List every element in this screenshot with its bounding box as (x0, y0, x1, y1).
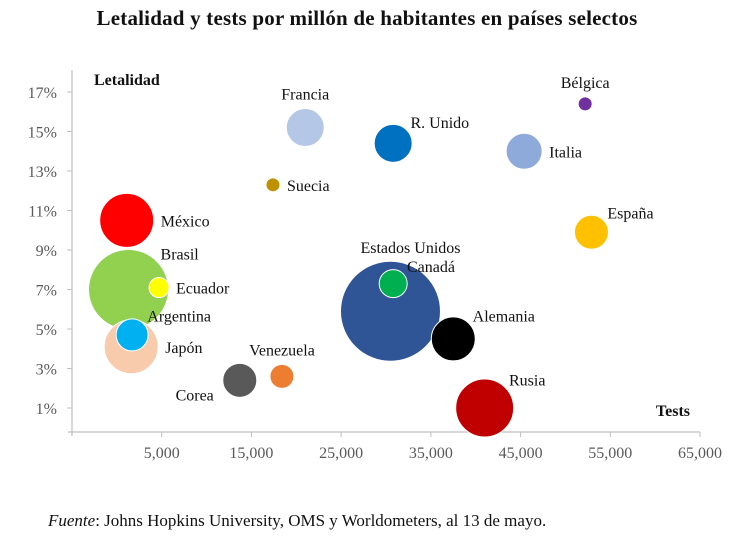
label-espana: España (607, 205, 653, 222)
label-canada: Canadá (407, 259, 455, 276)
label-argentina: Argentina (147, 309, 211, 326)
label-alemania: Alemania (473, 308, 535, 325)
label-venezuela: Venezuela (249, 342, 315, 359)
bubble-ecuador (148, 277, 170, 299)
x-tick-label: 55,000 (588, 445, 632, 462)
bubble-r-unido (373, 123, 413, 163)
y-tick-label: 17% (28, 85, 57, 102)
bubble-francia (285, 108, 325, 148)
bubble-belgica (577, 96, 593, 112)
label-italia: Italia (549, 144, 582, 161)
source-prefix: Fuente (48, 511, 96, 530)
label-japon: Japón (165, 340, 202, 357)
bubble-estados-unidos (339, 260, 441, 362)
label-mexico: México (161, 213, 210, 230)
axes-layer: 1% 3% 5% 7% 9% 11% 13% 15% 17% 5,000 15,000 25,000 3… (28, 70, 722, 462)
point-label-layer: Francia R. Unido Bélgica Italia Suecia México… (147, 75, 653, 405)
chart-title: Letalidad y tests por millón de habitant… (96, 6, 638, 30)
label-rusia: Rusia (509, 373, 545, 390)
y-tick-label: 7% (36, 283, 57, 300)
y-tick-label: 13% (28, 164, 57, 181)
y-axis-title: Letalidad (94, 72, 160, 89)
x-tick-label: 35,000 (409, 445, 453, 462)
x-tick-label: 15,000 (229, 445, 273, 462)
x-axis-title: Tests (656, 403, 690, 420)
label-corea: Corea (176, 387, 214, 404)
label-francia: Francia (281, 87, 329, 104)
x-tick-label: 45,000 (499, 445, 543, 462)
bubble-alemania (430, 316, 476, 362)
y-tick-label: 3% (36, 362, 57, 379)
source-note: Fuente: Johns Hopkins University, OMS y … (48, 511, 546, 531)
bubble-mexico (99, 192, 155, 248)
bubble-layer (88, 96, 609, 438)
source-text: : Johns Hopkins University, OMS y Worldo… (95, 511, 547, 530)
bubble-canada (378, 269, 408, 299)
label-estados-unidos: Estados Unidos (360, 240, 460, 257)
x-tick-label: 5,000 (144, 445, 180, 462)
y-tick-label: 1% (36, 401, 57, 418)
bubble-espana (573, 214, 609, 250)
x-tick-label: 65,000 (678, 445, 722, 462)
label-ecuador: Ecuador (176, 281, 230, 298)
x-tick-label: 25,000 (319, 445, 363, 462)
y-tick-label: 11% (28, 204, 57, 221)
y-tick-label: 15% (28, 125, 57, 142)
bubble-corea (222, 362, 258, 398)
label-r-unido: R. Unido (410, 115, 469, 132)
bubble-suecia (265, 177, 281, 193)
y-tick-label: 9% (36, 243, 57, 260)
bubble-argentina (115, 318, 149, 352)
bubble-italia (505, 132, 543, 170)
label-brasil: Brasil (161, 247, 200, 264)
bubble-rusia (455, 378, 515, 438)
y-tick-label: 5% (36, 322, 57, 339)
label-suecia: Suecia (287, 178, 330, 195)
label-belgica: Bélgica (561, 75, 610, 92)
bubble-venezuela (269, 363, 295, 389)
